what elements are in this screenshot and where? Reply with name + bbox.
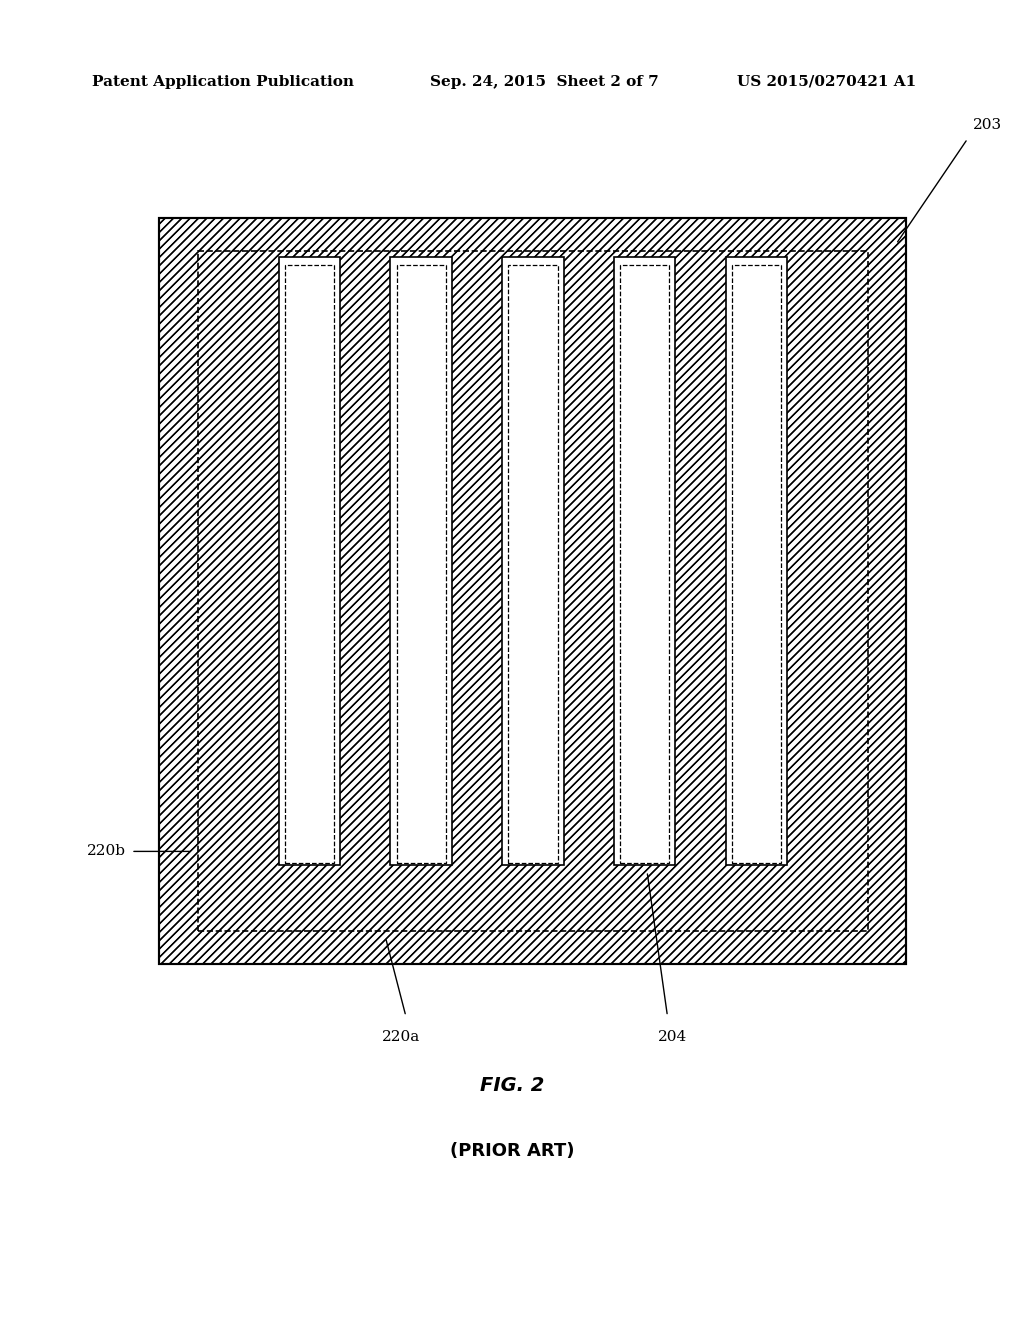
Text: Sep. 24, 2015  Sheet 2 of 7: Sep. 24, 2015 Sheet 2 of 7: [430, 75, 658, 88]
Bar: [726, 257, 787, 865]
Text: 220b: 220b: [87, 845, 126, 858]
Bar: [198, 251, 868, 931]
Bar: [159, 218, 906, 964]
Bar: [396, 265, 445, 863]
Bar: [159, 218, 906, 964]
Bar: [502, 257, 563, 865]
Bar: [390, 257, 452, 865]
Bar: [621, 265, 670, 863]
Text: US 2015/0270421 A1: US 2015/0270421 A1: [737, 75, 916, 88]
Bar: [508, 265, 557, 863]
Bar: [732, 265, 781, 863]
Text: 203: 203: [973, 117, 1001, 132]
Bar: [285, 265, 334, 863]
Text: 204: 204: [658, 1030, 687, 1044]
Text: FIG. 2: FIG. 2: [480, 1076, 544, 1094]
Text: (PRIOR ART): (PRIOR ART): [450, 1142, 574, 1160]
Bar: [279, 257, 340, 865]
Text: 220a: 220a: [382, 1030, 420, 1044]
Bar: [614, 257, 676, 865]
Text: Patent Application Publication: Patent Application Publication: [92, 75, 354, 88]
